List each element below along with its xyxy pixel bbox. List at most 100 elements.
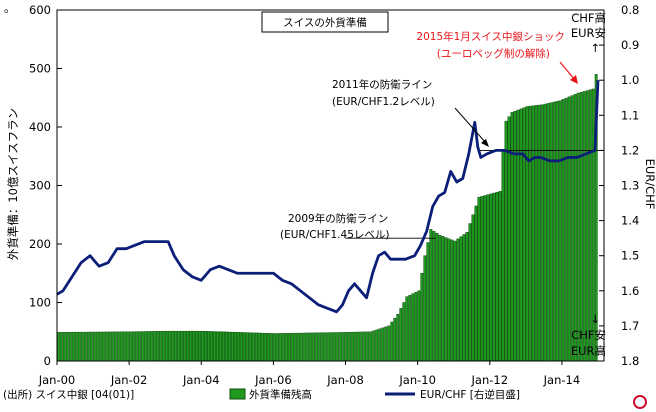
reserves-bar xyxy=(204,331,207,362)
reserves-bar xyxy=(210,331,213,362)
reserves-bar xyxy=(486,194,490,362)
reserves-bar xyxy=(480,196,484,362)
right-tick-label: 1.4 xyxy=(621,214,639,228)
title-box xyxy=(261,11,389,33)
right-axis-bottom-note: ↓ CHF安 EUR高 xyxy=(571,312,606,358)
reserves-bar xyxy=(555,101,559,362)
left-axis-ticks: 0 100 200 300 400 500 600 xyxy=(29,3,62,368)
corner-mark: 。 xyxy=(4,1,16,15)
reserves-bar xyxy=(152,331,156,362)
reserves-bar xyxy=(86,331,90,362)
reserves-bar xyxy=(119,331,123,362)
reserves-bar xyxy=(234,331,237,362)
reserves-bar xyxy=(402,302,406,362)
reserves-bar xyxy=(77,331,81,362)
reserves-bar xyxy=(318,332,322,362)
reserves-bar xyxy=(161,330,165,362)
left-tick-label: 500 xyxy=(29,62,51,76)
reserves-bar xyxy=(585,90,589,362)
reserves-bar xyxy=(447,238,451,362)
reserves-bar xyxy=(164,330,168,362)
reserves-bar xyxy=(375,329,379,362)
left-axis-title: 外貨準備：10億スイスフラン xyxy=(6,108,20,260)
reserves-bar xyxy=(294,332,298,362)
reserves-bar xyxy=(261,332,265,362)
reserves-bar xyxy=(462,234,466,362)
reserves-bar xyxy=(273,333,277,362)
reserves-bar xyxy=(185,330,189,362)
reserves-bar xyxy=(95,331,99,362)
reserves-bar xyxy=(570,95,574,362)
reserves-bar xyxy=(465,232,469,362)
reserves-bar xyxy=(149,331,153,362)
x-tick-label: Jan-14 xyxy=(543,373,581,387)
reserves-bar xyxy=(213,331,216,362)
reserves-bar xyxy=(225,331,228,362)
reserves-bar xyxy=(128,331,132,362)
reserves-bar xyxy=(537,104,541,362)
reserves-bar xyxy=(252,332,256,362)
reserves-bar xyxy=(573,94,577,362)
reserves-bar xyxy=(101,331,105,362)
reserves-bar xyxy=(240,332,243,362)
reserves-bar xyxy=(68,331,72,362)
reserves-bar xyxy=(435,233,439,362)
reserves-bar xyxy=(531,105,535,362)
left-tick-label: 100 xyxy=(29,296,51,310)
reserves-bar xyxy=(483,195,487,362)
reserves-bar xyxy=(228,331,231,362)
reserves-bar xyxy=(173,330,177,362)
reserves-bar xyxy=(176,330,180,362)
reserves-bar xyxy=(167,330,171,362)
floor-2009-line-2: (EUR/CHF1.45レベル) xyxy=(280,229,390,241)
reserves-bar xyxy=(321,332,325,362)
reserves-bar xyxy=(342,332,346,362)
reserves-bar xyxy=(456,238,460,362)
right-axis-ticks: 0.8 0.9 1.0 1.1 1.2 1.3 1.4 1.5 1.6 1.7 1.8 xyxy=(599,3,639,368)
reserves-bar xyxy=(83,331,87,362)
reserves-bar xyxy=(492,192,496,362)
right-tick-label: 1.0 xyxy=(621,73,639,87)
reserves-bar xyxy=(411,293,415,362)
reserves-bar xyxy=(231,331,234,362)
reserves-bar xyxy=(134,331,138,362)
reserves-bar xyxy=(297,332,301,362)
bottom-note-line-2: EUR高 xyxy=(571,344,606,358)
x-tick-label: Jan-06 xyxy=(254,373,292,387)
reserves-bar xyxy=(393,317,397,362)
reserves-bar xyxy=(258,332,262,362)
reserves-bar xyxy=(540,104,544,362)
bottom-note-line-1: CHF安 xyxy=(571,328,606,342)
reserves-bar xyxy=(519,108,523,362)
reserves-bar xyxy=(324,332,328,362)
right-axis-title: EUR/CHF xyxy=(643,159,656,210)
reserves-bar xyxy=(246,332,250,362)
reserves-bar xyxy=(192,330,195,362)
legend-bar-swatch xyxy=(229,388,246,400)
reserves-bar xyxy=(336,332,340,362)
reserves-bar xyxy=(345,332,349,362)
reserves-bar xyxy=(549,102,553,362)
shock-arrow-head xyxy=(570,75,578,84)
reserves-bar xyxy=(459,236,463,362)
reserves-bar xyxy=(62,332,66,362)
reserves-bar xyxy=(71,331,75,362)
reserves-bar xyxy=(282,333,286,362)
source-note: (出所) スイス中銀 [04(01)] xyxy=(3,388,134,401)
reserves-bar xyxy=(543,103,547,362)
reserves-bar xyxy=(426,242,430,362)
floor-2011-arrow xyxy=(454,107,487,144)
reserves-bar xyxy=(276,333,280,362)
shock-annotation-line-2: (ユーロペッグ制の解除) xyxy=(437,47,550,60)
legend: 外貨準備残高 EUR/CHF [右逆目盛] xyxy=(229,388,520,401)
floor-2011-arrow-head xyxy=(481,139,489,147)
right-axis-top-note: CHF高 EUR安 ↑ xyxy=(571,11,606,55)
reserves-bar xyxy=(534,105,538,362)
legend-bar-label: 外貨準備残高 xyxy=(249,388,312,401)
reserves-bar xyxy=(558,100,562,362)
reserves-bar xyxy=(315,332,319,362)
reserves-bar xyxy=(495,191,499,362)
reserves-bar xyxy=(378,328,382,362)
